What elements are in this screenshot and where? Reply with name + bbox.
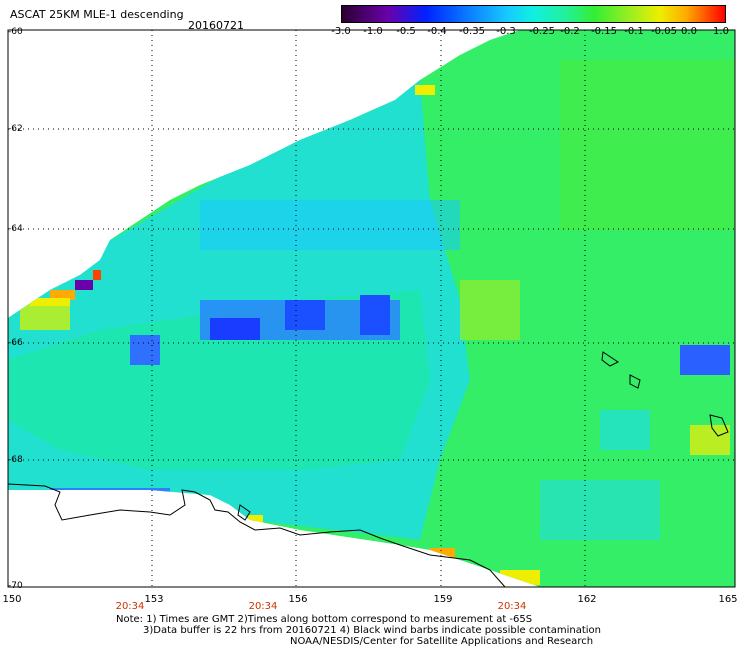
colorbar-label: -0.2 (560, 26, 580, 37)
colorbar (341, 5, 726, 23)
colorbar-labels: -3.0 -1.0 -0.5 -0.4 -0.35 -0.3 -0.25 -0.… (326, 26, 736, 40)
map-frame (7, 29, 736, 588)
colorbar-label: 0.0 (681, 26, 697, 37)
time-label: 20:34 (115, 601, 145, 612)
colorbar-label: -0.4 (427, 26, 447, 37)
colorbar-label: -3.0 (331, 26, 351, 37)
colorbar-label: -1.0 (363, 26, 383, 37)
lon-label: 150 (2, 594, 22, 605)
map-title: ASCAT 25KM MLE-1 descending (10, 8, 184, 21)
swath-data (8, 30, 735, 587)
footnote-line-3: NOAA/NESDIS/Center for Satellite Applica… (290, 636, 594, 647)
colorbar-label: -0.1 (624, 26, 644, 37)
graticule (8, 30, 735, 587)
lon-label: 159 (433, 594, 453, 605)
lat-label: -60 (8, 27, 23, 37)
colorbar-label: -0.25 (529, 26, 555, 37)
footnote-line-1: Note: 1) Times are GMT 2)Times along bot… (116, 614, 533, 625)
colorbar-label: -0.15 (591, 26, 617, 37)
coastline (7, 351, 729, 588)
lon-label: 153 (144, 594, 164, 605)
lat-label: -68 (8, 455, 23, 465)
lat-label: -66 (8, 338, 23, 348)
lat-label: -64 (8, 224, 23, 234)
footnotes: Note: 1) Times are GMT 2)Times along bot… (116, 614, 601, 647)
lat-label: -62 (8, 124, 23, 134)
colorbar-label: -0.35 (459, 26, 485, 37)
lon-label: 165 (718, 594, 738, 605)
footnote-line-2: 3)Data buffer is 22 hrs from 20160721 4)… (143, 625, 601, 636)
colorbar-label: -0.5 (396, 26, 416, 37)
map-date: 20160721 (188, 19, 244, 32)
lon-label: 156 (288, 594, 308, 605)
colorbar-label: -0.05 (651, 26, 677, 37)
colorbar-label: -0.3 (496, 26, 516, 37)
lon-label: 162 (577, 594, 597, 605)
time-label: 20:34 (497, 601, 527, 612)
colorbar-label: 1.0 (713, 26, 729, 37)
time-label: 20:34 (248, 601, 278, 612)
lat-label: -70 (8, 581, 23, 591)
